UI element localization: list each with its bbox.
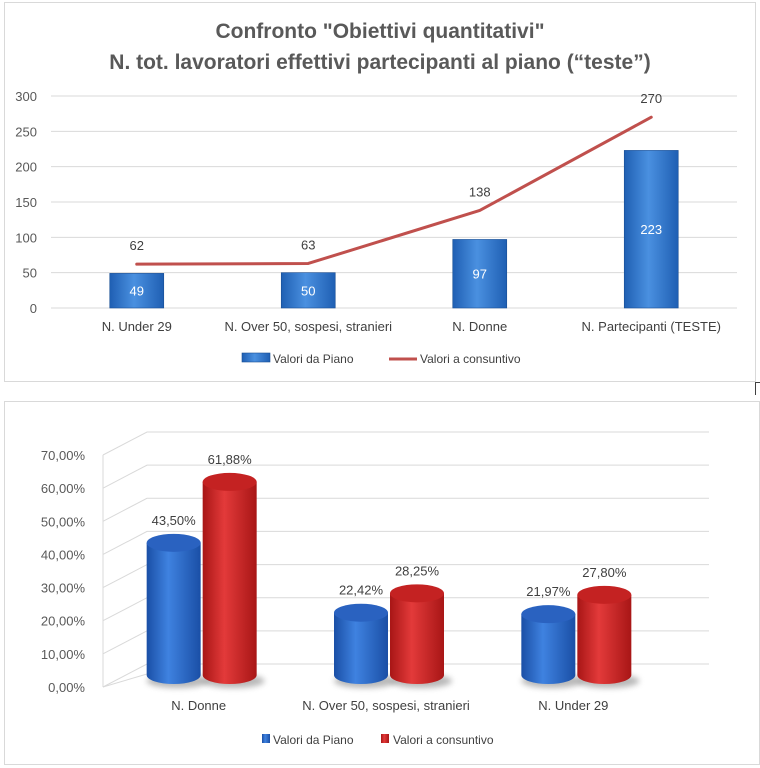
gridline <box>102 431 709 456</box>
y-tick-label: 70,00% <box>41 448 86 463</box>
chart-top-panel: Confronto "Obiettivi quantitativi" N. to… <box>4 2 756 382</box>
y-tick-label: 100 <box>15 230 37 245</box>
cylinder-data-label: 22,42% <box>339 583 384 598</box>
legend-label: Valori da Piano <box>273 733 354 747</box>
bar-data-label: 223 <box>640 222 662 237</box>
x-tick-label: N. Donne <box>452 319 507 334</box>
gridline <box>102 530 709 555</box>
cylinder-valori-da-piano <box>146 542 201 684</box>
x-tick-label: N. Under 29 <box>102 319 172 334</box>
chart-title: Confronto "Obiettivi quantitativi" <box>215 20 545 43</box>
y-tick-label: 150 <box>15 195 37 210</box>
cylinder-data-label: 28,25% <box>395 563 440 578</box>
y-tick-label: 0 <box>30 301 37 316</box>
bar-valori-da-piano <box>280 272 336 309</box>
chart-top-plot: 0 50 100 150 200 250 300 49 N. Under 29 50 N. Over… <box>15 89 737 366</box>
legend-swatch-bar <box>241 352 271 363</box>
legend-label: Valori da Piano <box>273 352 354 366</box>
legend-swatch-red <box>381 734 389 743</box>
cursor-mark <box>755 382 760 395</box>
line-valori-a-consuntivo <box>135 115 653 266</box>
gridline <box>102 464 709 489</box>
chart-bottom-panel: 0,00% 10,00% 20,00% 30,00% 40,00% 50,00% 60,00… <box>4 401 760 765</box>
cylinder-valori-a-consuntivo <box>577 594 632 684</box>
cylinder-valori-a-consuntivo <box>202 481 257 684</box>
line-data-label: 138 <box>469 184 491 199</box>
bar-data-label: 49 <box>130 284 144 299</box>
legend-swatch-blue <box>262 734 270 743</box>
bar-data-label: 97 <box>473 267 487 282</box>
chart-subtitle: N. tot. lavoratori effettivi partecipant… <box>109 51 651 74</box>
x-tick-label: N. Over 50, sospesi, stranieri <box>302 698 470 713</box>
x-tick-label: N. Partecipanti (TESTE) <box>582 319 721 334</box>
bar-valori-da-piano <box>109 273 165 309</box>
bar-data-label: 50 <box>301 283 315 298</box>
line-data-label: 62 <box>130 238 144 253</box>
bar-valori-da-piano <box>623 150 679 309</box>
line-data-label: 63 <box>301 237 315 252</box>
y-tick-label: 0,00% <box>48 680 85 695</box>
floor-edge <box>102 673 148 688</box>
y-tick-label: 50 <box>23 266 37 281</box>
y-tick-label: 20,00% <box>41 614 86 629</box>
cylinder-top <box>521 605 576 624</box>
line-data-label: 270 <box>640 91 662 106</box>
cylinder-top <box>202 472 257 491</box>
cylinder-data-label: 61,88% <box>208 452 253 467</box>
y-tick-label: 60,00% <box>41 481 86 496</box>
x-tick-label: N. Donne <box>171 698 226 713</box>
legend-label: Valori a consuntivo <box>420 352 521 366</box>
cylinder-valori-da-piano <box>334 612 388 684</box>
y-tick-label: 30,00% <box>41 581 86 596</box>
cylinder-top <box>577 585 632 604</box>
y-tick-label: 250 <box>15 124 37 139</box>
cylinder-top <box>146 533 201 552</box>
y-tick-label: 300 <box>15 89 37 104</box>
y-tick-label: 200 <box>15 160 37 175</box>
x-tick-label: N. Over 50, sospesi, stranieri <box>224 319 392 334</box>
cylinder-data-label: 27,80% <box>582 565 627 580</box>
bar-valori-da-piano <box>452 239 508 309</box>
y-tick-label: 40,00% <box>41 547 86 562</box>
cylinder-valori-a-consuntivo <box>390 593 444 684</box>
y-tick-label: 50,00% <box>41 514 86 529</box>
cylinder-valori-da-piano <box>521 614 576 684</box>
chart-bottom-plot: 0,00% 10,00% 20,00% 30,00% 40,00% 50,00% 60,00… <box>41 431 709 747</box>
cylinder-top <box>334 603 388 622</box>
y-tick-label: 10,00% <box>41 647 86 662</box>
x-tick-label: N. Under 29 <box>538 698 608 713</box>
legend-label: Valori a consuntivo <box>393 733 494 747</box>
cylinder-data-label: 43,50% <box>152 513 197 528</box>
cylinder-data-label: 21,97% <box>526 584 571 599</box>
cylinder-top <box>390 584 444 603</box>
gridline <box>102 497 709 522</box>
